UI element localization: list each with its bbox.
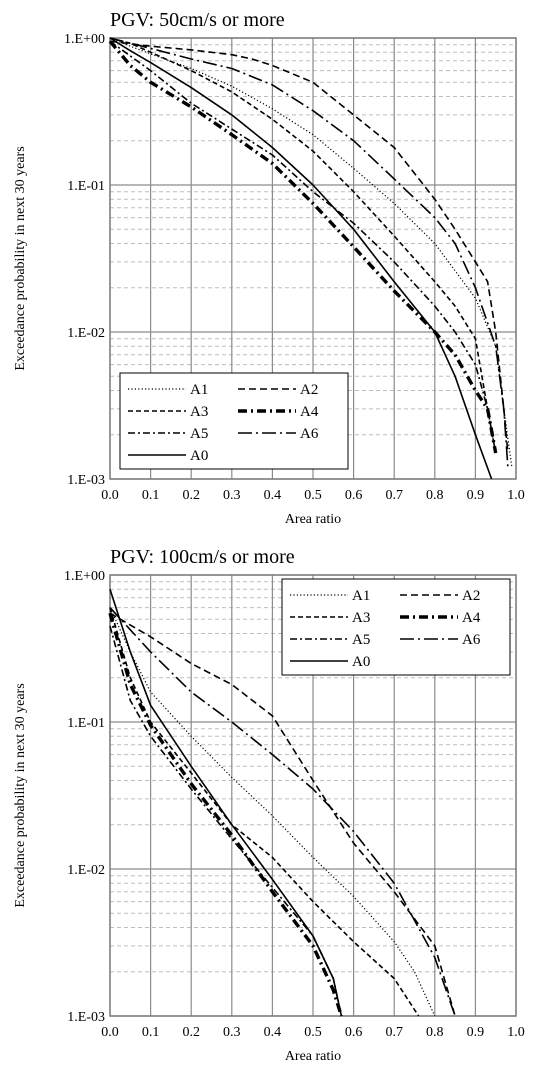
x-tick-label: 0.8 bbox=[426, 488, 444, 503]
legend-label: A3 bbox=[352, 610, 370, 626]
series-line-a4 bbox=[108, 612, 344, 1017]
series-line-a6 bbox=[109, 607, 456, 1017]
legend-label: A2 bbox=[462, 588, 480, 604]
series-line-a6 bbox=[109, 37, 509, 468]
legend-label: A0 bbox=[190, 448, 208, 464]
y-tick-label: 1.E-02 bbox=[67, 863, 105, 878]
x-tick-label: 0.9 bbox=[467, 1025, 485, 1040]
series-line-a4 bbox=[108, 40, 498, 454]
x-tick-label: 0.6 bbox=[345, 488, 363, 503]
x-tick-label: 0.5 bbox=[304, 1025, 322, 1040]
legend-label: A0 bbox=[352, 654, 370, 670]
x-tick-label: 0.4 bbox=[264, 1025, 282, 1040]
x-tick-label: 0.2 bbox=[182, 488, 200, 503]
legend-box bbox=[281, 578, 511, 676]
y-tick-label: 1.E-01 bbox=[67, 179, 105, 194]
y-axis-label: Exceedance probability in next 30 years bbox=[13, 146, 28, 370]
series-line-a3 bbox=[109, 37, 497, 454]
chart-title: PGV: 100cm/s or more bbox=[110, 546, 295, 568]
x-tick-label: 0.5 bbox=[304, 488, 322, 503]
series-line-a2 bbox=[109, 40, 509, 454]
x-tick-label: 0.1 bbox=[142, 1025, 160, 1040]
x-tick-label: 0.6 bbox=[345, 1025, 363, 1040]
x-tick-label: 0.1 bbox=[142, 488, 160, 503]
series-line-a5 bbox=[109, 40, 497, 454]
x-tick-label: 0.2 bbox=[182, 1025, 200, 1040]
series-line-a1 bbox=[109, 607, 436, 1017]
x-tick-label: 1.0 bbox=[507, 1025, 525, 1040]
x-tick-label: 0.7 bbox=[385, 488, 403, 503]
legend-label: A5 bbox=[190, 426, 208, 442]
y-tick-label: 1.E+00 bbox=[64, 569, 105, 584]
legend-label: A6 bbox=[300, 426, 319, 442]
legend-label: A4 bbox=[462, 610, 481, 626]
legend-label: A4 bbox=[300, 404, 319, 420]
series-line-a5 bbox=[109, 625, 343, 1017]
legend-label: A2 bbox=[300, 382, 318, 398]
plot-frame bbox=[109, 37, 517, 480]
x-tick-label: 0.3 bbox=[223, 1025, 241, 1040]
series-line-a3 bbox=[109, 607, 420, 1017]
x-tick-label: 0.9 bbox=[467, 488, 485, 503]
legend-label: A1 bbox=[352, 588, 370, 604]
x-tick-label: 0.4 bbox=[264, 488, 282, 503]
legend-label: A3 bbox=[190, 404, 208, 420]
legend-label: A5 bbox=[352, 632, 370, 648]
y-axis-label: Exceedance probability in next 30 years bbox=[13, 683, 28, 907]
y-tick-label: 1.E-02 bbox=[67, 326, 105, 341]
series-line-a0 bbox=[109, 37, 493, 480]
y-tick-label: 1.E+00 bbox=[64, 32, 105, 47]
x-axis-label: Area ratio bbox=[285, 512, 341, 527]
chart-pgv-100: PGV: 100cm/s or more 0.0 0.1 0.2 0.3 0.4 0.5 0.… bbox=[13, 546, 525, 1064]
x-tick-label: 0.3 bbox=[223, 488, 241, 503]
y-tick-label: 1.E-01 bbox=[67, 716, 105, 731]
x-tick-label: 0.7 bbox=[385, 1025, 403, 1040]
x-tick-label: 0.0 bbox=[101, 488, 119, 503]
series-line-a0 bbox=[109, 588, 343, 1017]
x-tick-label: 1.0 bbox=[507, 488, 525, 503]
legend-box bbox=[119, 372, 349, 470]
legend-label: A6 bbox=[462, 632, 481, 648]
chart-title: PGV: 50cm/s or more bbox=[110, 9, 285, 31]
x-tick-label: 0.0 bbox=[101, 1025, 119, 1040]
x-tick-label: 0.8 bbox=[426, 1025, 444, 1040]
plot-frame bbox=[109, 574, 517, 1017]
chart-pgv-50: PGV: 50cm/s or more 0.0 0.1 0.2 0.3 0.4 0.5 0.6… bbox=[13, 9, 525, 527]
y-tick-label: 1.E-03 bbox=[67, 473, 105, 488]
legend-label: A1 bbox=[190, 382, 208, 398]
y-tick-label: 1.E-03 bbox=[67, 1010, 105, 1025]
x-axis-label: Area ratio bbox=[285, 1049, 341, 1064]
